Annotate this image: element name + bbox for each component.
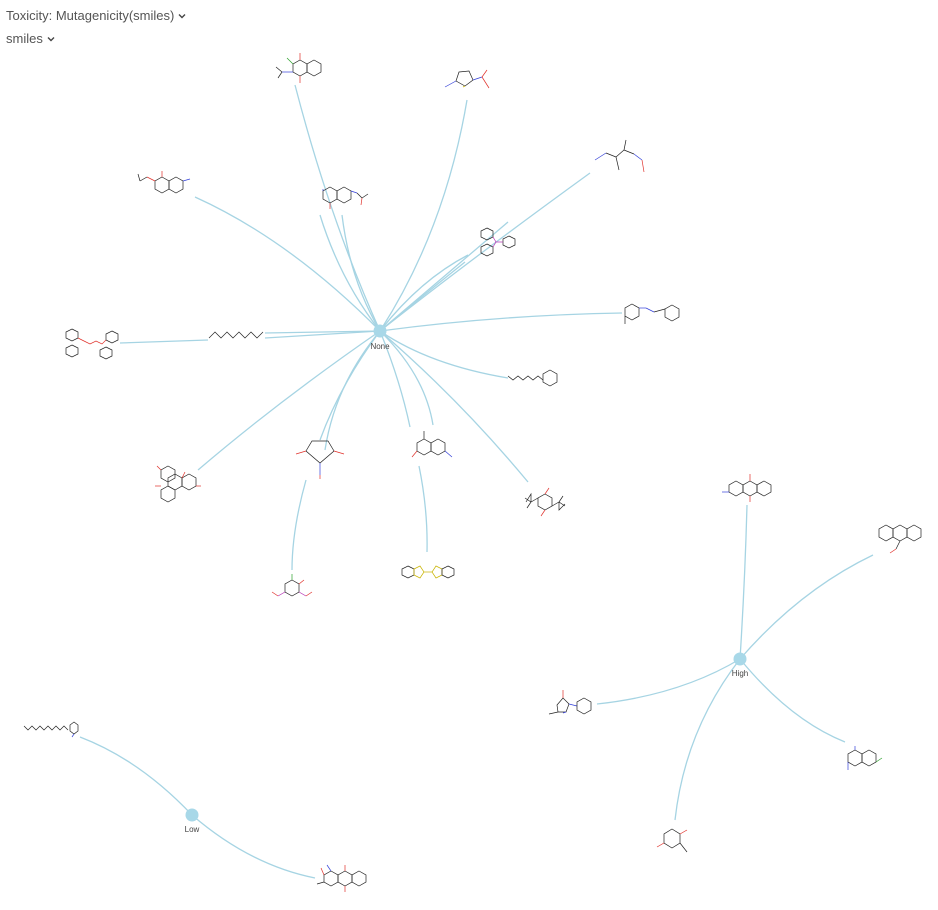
hub-label-none: None [370,342,390,351]
edge [379,254,469,332]
molecule-structure[interactable] [275,53,322,83]
molecule-structure[interactable] [322,186,369,209]
molecule-structure[interactable] [295,440,345,479]
molecule-structure[interactable] [411,431,453,458]
molecule-structure[interactable] [878,524,922,554]
hub-label-high: High [732,669,748,678]
molecule-structure[interactable] [480,227,516,257]
edge [379,172,591,332]
molecule-structure[interactable] [548,690,592,715]
edge [379,312,623,332]
molecule-structure[interactable] [507,369,558,387]
edge [264,330,381,339]
edges-high [596,504,874,821]
molecule-structure[interactable] [155,465,201,503]
edge [379,99,468,332]
molecule-structure[interactable] [594,139,645,173]
edge [119,339,209,344]
hub-none[interactable]: None [370,324,390,352]
edges-none [119,84,623,571]
molecule-structure[interactable] [137,171,191,194]
molecule-structure[interactable] [271,574,313,597]
chevron-down-icon [47,36,55,41]
edge [319,214,381,332]
edge [674,658,741,821]
edge [379,330,411,428]
label-by-dropdown[interactable]: smiles [6,31,56,46]
edge [418,465,428,553]
molecule-structure[interactable] [656,828,688,853]
edges-low [79,736,316,879]
molecule-structure[interactable] [444,69,490,89]
edge [294,84,381,332]
color-by-dropdown[interactable]: Toxicity: Mutagenicity(smiles) [6,8,187,23]
edge [264,330,381,334]
molecule-structure[interactable] [23,721,79,738]
edge [194,196,381,332]
molecule-structure[interactable] [208,331,264,339]
chevron-down-icon [178,13,186,18]
edge [379,330,434,426]
edge [379,330,509,379]
color-by-dropdown-label: Toxicity: Mutagenicity(smiles) [6,8,175,23]
edge [739,504,748,660]
molecule-structure[interactable] [847,746,883,770]
molecule-structure[interactable] [624,303,680,324]
label-by-dropdown-label: smiles [6,31,43,46]
hub-low[interactable]: Low [185,808,200,835]
edge [197,330,381,471]
edge [324,330,381,451]
edge [379,221,509,332]
edge [739,554,874,660]
edge [739,658,846,743]
edge [379,330,529,483]
molecule-structure[interactable] [401,565,455,579]
molecule-structure[interactable] [524,487,566,517]
edge [596,658,741,705]
edge [291,479,307,571]
molecule-structure[interactable] [65,328,119,360]
edge [341,214,381,332]
molecule-structure[interactable] [722,474,772,502]
edge [79,736,193,816]
hub-label-low: Low [185,825,200,834]
hub-high[interactable]: High [732,652,748,679]
edge [191,814,316,879]
molecule-structure[interactable] [316,864,367,892]
